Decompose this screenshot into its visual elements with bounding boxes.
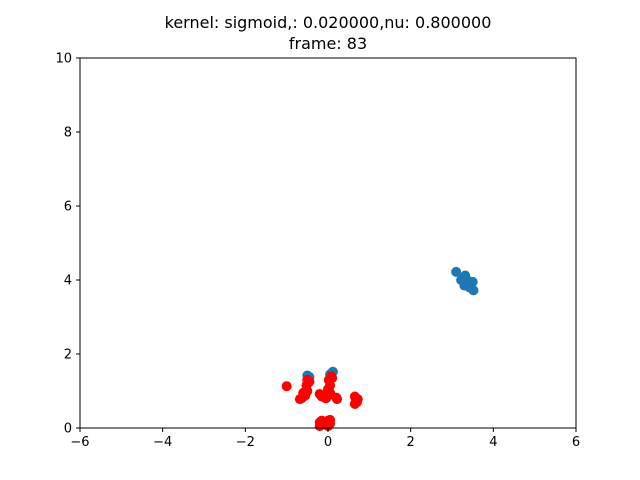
y-tick-label: 8 bbox=[64, 126, 72, 141]
x-tick-label: 0 bbox=[324, 435, 332, 450]
data-point-series-2-10 bbox=[302, 386, 313, 396]
x-tick-label: 6 bbox=[572, 435, 580, 450]
data-point-series-2-5 bbox=[304, 376, 315, 387]
x-tick-label: −6 bbox=[70, 435, 89, 450]
y-tick-label: 4 bbox=[64, 274, 72, 289]
y-tick-label: 2 bbox=[64, 348, 72, 363]
x-tick-label: −4 bbox=[153, 435, 172, 450]
data-point-series-2-20 bbox=[327, 373, 338, 384]
data-point-series-2-22 bbox=[332, 394, 343, 405]
y-tick-label: 0 bbox=[64, 422, 72, 437]
points-layer bbox=[281, 266, 479, 432]
axes-layer: −6 −4 −2 0 2 4 6 0 2 4 6 8 10 bbox=[55, 52, 580, 451]
y-tick-label: 6 bbox=[64, 200, 72, 215]
x-tick-label: 4 bbox=[489, 435, 497, 450]
data-point-series-2-1 bbox=[281, 381, 292, 392]
x-tick-label: −2 bbox=[236, 435, 255, 450]
chart-title-line2: frame: 83 bbox=[289, 34, 367, 53]
x-tick-label: 2 bbox=[407, 435, 415, 450]
data-point-series-2-27 bbox=[352, 394, 363, 405]
y-tick-label: 10 bbox=[55, 52, 72, 67]
chart-title-line1: kernel: sigmoid,: 0.020000,nu: 0.800000 bbox=[165, 13, 492, 32]
data-point-series-1-1 bbox=[451, 266, 462, 277]
data-point-series-2-35 bbox=[323, 421, 333, 432]
data-point-series-1-8 bbox=[468, 285, 479, 296]
data-point-series-1-10 bbox=[458, 273, 469, 284]
